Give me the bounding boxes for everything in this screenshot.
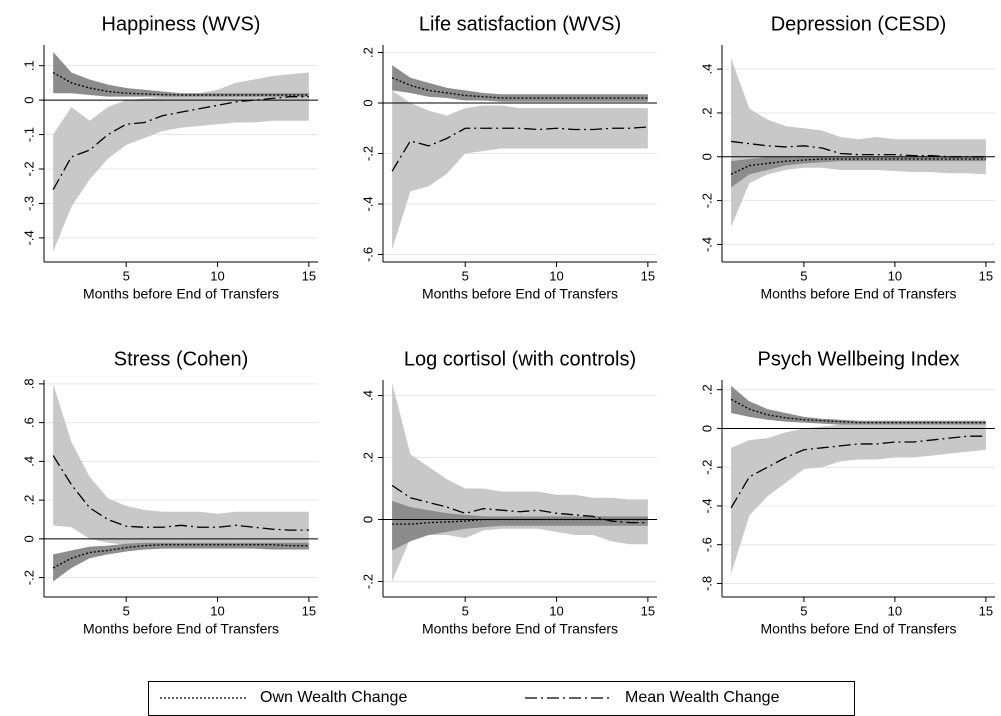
confidence-band [392, 90, 648, 250]
y-tick-label: -.2 [21, 570, 36, 585]
x-axis-label: Months before End of Transfers [422, 286, 618, 302]
confidence-band [392, 65, 648, 102]
y-tick-label: -.2 [360, 574, 375, 589]
confidence-band [392, 383, 648, 582]
x-axis-label: Months before End of Transfers [760, 286, 956, 302]
x-tick-label: 15 [302, 268, 316, 283]
x-tick-label: 5 [462, 603, 469, 618]
series-line [730, 435, 986, 509]
y-tick-label: .2 [21, 495, 36, 506]
y-tick-label: .2 [360, 47, 375, 58]
y-tick-label: .4 [699, 64, 714, 75]
y-tick-label: 0 [360, 99, 375, 106]
x-axis-label: Months before End of Transfers [422, 621, 618, 637]
series-line [391, 484, 648, 524]
series-line [52, 96, 309, 190]
series-line [391, 126, 648, 172]
x-axis-label: Months before End of Transfers [83, 286, 279, 302]
y-tick-label: 0 [21, 535, 36, 542]
y-tick-label: -.4 [360, 196, 375, 211]
y-tick-label: 0 [699, 425, 714, 432]
y-tick-label: -.2 [21, 161, 36, 176]
confidence-band [53, 72, 309, 252]
legend-label: Own Wealth Change [260, 689, 407, 706]
y-tick-label: .4 [360, 390, 375, 401]
confidence-band [731, 156, 986, 188]
y-tick-label: -.2 [699, 193, 714, 208]
x-tick-label: 10 [549, 268, 563, 283]
y-tick-label: 0 [699, 153, 714, 160]
y-tick-label: -.6 [699, 537, 714, 552]
y-tick-label: .4 [21, 456, 36, 467]
series-line [52, 455, 309, 531]
x-tick-label: 5 [462, 268, 469, 283]
y-tick-label: -.3 [21, 196, 36, 211]
y-tick-label: 0 [21, 96, 36, 103]
chart-title: Happiness (WVS) [102, 13, 261, 35]
chart-title: Psych Wellbeing Index [758, 348, 960, 370]
series-line [52, 71, 309, 96]
x-axis-label: Months before End of Transfers [83, 621, 279, 637]
y-tick-label: -.1 [21, 127, 36, 142]
confidence-band [731, 424, 986, 574]
series-line [730, 398, 986, 424]
x-tick-label: 15 [302, 603, 316, 618]
x-tick-label: 10 [549, 603, 563, 618]
y-tick-label: 0 [360, 516, 375, 523]
chart-title: Log cortisol (with controls) [404, 348, 636, 370]
y-tick-label: -.4 [699, 237, 714, 252]
x-tick-label: 5 [123, 268, 130, 283]
y-tick-label: -.4 [21, 230, 36, 245]
x-tick-label: 15 [641, 268, 655, 283]
y-tick-label: .2 [699, 384, 714, 395]
series-line [730, 158, 986, 175]
confidence-band [731, 58, 986, 227]
x-tick-label: 5 [123, 603, 130, 618]
confidence-band [53, 383, 309, 549]
chart-title: Stress (Cohen) [114, 348, 249, 370]
chart-title: Depression (CESD) [771, 13, 947, 35]
x-tick-label: 15 [641, 603, 655, 618]
x-tick-label: 15 [979, 268, 993, 283]
x-tick-label: 15 [979, 603, 993, 618]
y-tick-label: -.4 [699, 498, 714, 513]
confidence-band [392, 500, 648, 551]
y-tick-label: .8 [21, 378, 36, 389]
y-tick-label: -.8 [699, 576, 714, 591]
x-axis-label: Months before End of Transfers [760, 621, 956, 637]
y-tick-label: -.6 [360, 247, 375, 262]
y-tick-label: .2 [699, 108, 714, 119]
confidence-band [53, 51, 309, 97]
x-tick-label: 10 [888, 268, 902, 283]
confidence-band [53, 542, 309, 582]
y-tick-label: -.2 [360, 146, 375, 161]
x-tick-label: 5 [800, 268, 807, 283]
chart-title: Life satisfaction (WVS) [419, 13, 621, 35]
legend-label: Mean Wealth Change [625, 689, 780, 706]
x-tick-label: 10 [210, 603, 224, 618]
x-tick-label: 10 [210, 268, 224, 283]
x-tick-label: 10 [888, 603, 902, 618]
y-tick-label: -.2 [699, 460, 714, 475]
y-tick-label: .2 [360, 452, 375, 463]
series-line [391, 77, 648, 99]
y-tick-label: .1 [21, 60, 36, 71]
confidence-band [731, 385, 986, 425]
x-tick-label: 5 [800, 603, 807, 618]
series-line [52, 544, 309, 569]
y-tick-label: .6 [21, 417, 36, 428]
